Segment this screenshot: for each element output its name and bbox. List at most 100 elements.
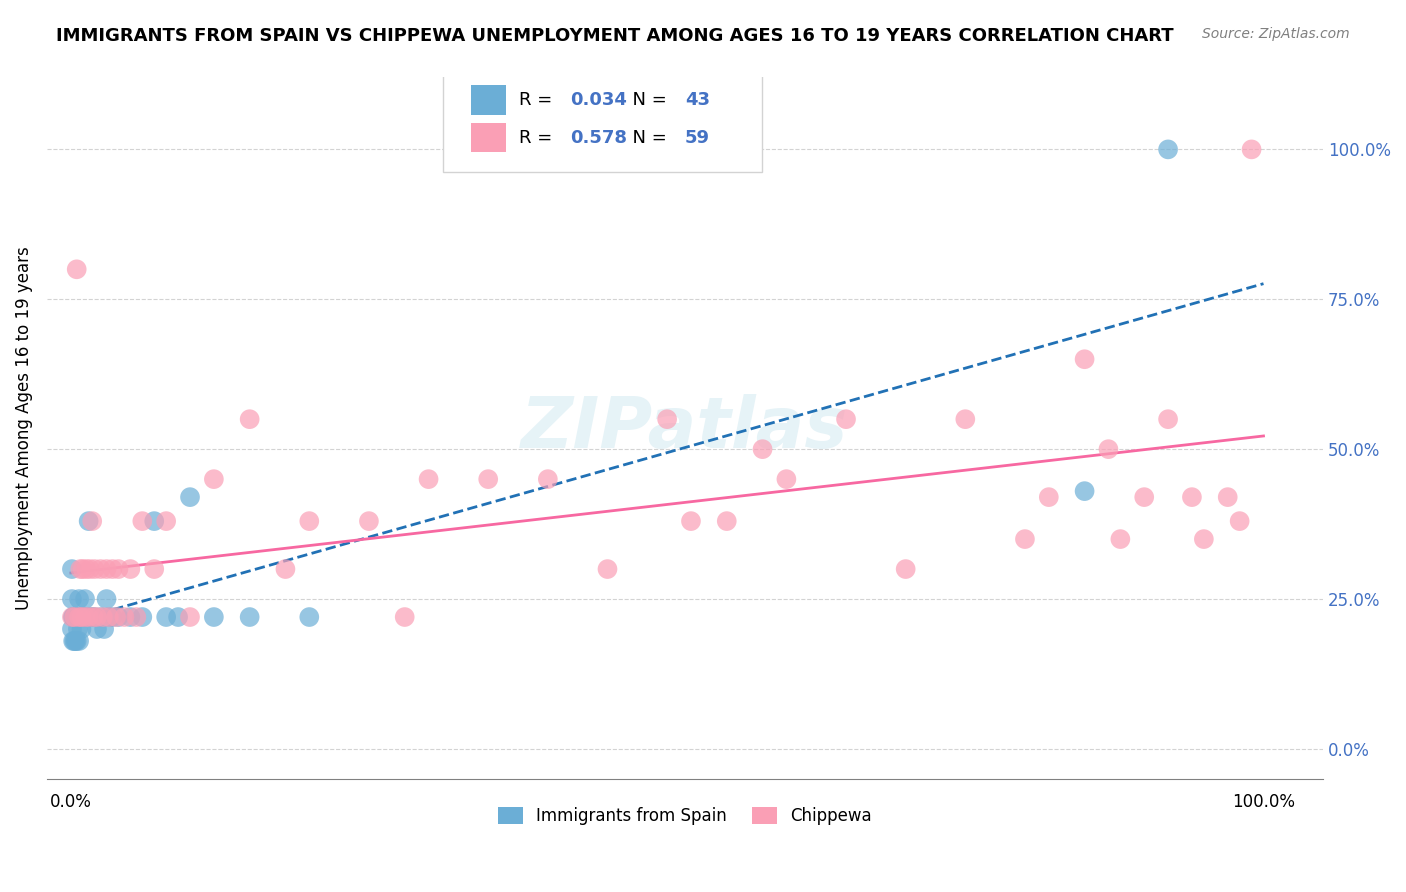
Text: N =: N = [621, 91, 672, 109]
Point [62, 634, 84, 648]
Point [167, 610, 190, 624]
Point [107, 562, 129, 576]
Point [86, 610, 108, 624]
Point [155, 610, 177, 624]
Point [1097, 442, 1119, 457]
Point [1216, 490, 1239, 504]
Point [716, 514, 738, 528]
Text: ZIPatlas: ZIPatlas [522, 393, 849, 463]
Point [69, 562, 91, 576]
Text: 43: 43 [685, 91, 710, 109]
Point [75, 610, 97, 624]
Point [66, 610, 89, 624]
Point [66, 610, 89, 624]
Point [125, 610, 148, 624]
Point [105, 610, 128, 624]
Point [394, 610, 416, 624]
Point [79, 562, 101, 576]
Point [131, 610, 153, 624]
Point [596, 562, 619, 576]
Point [65, 634, 87, 648]
Point [62, 610, 84, 624]
Point [1073, 484, 1095, 499]
Point [537, 472, 560, 486]
Point [77, 610, 100, 624]
Point [66, 262, 89, 277]
Point [1240, 142, 1263, 156]
Point [82, 610, 104, 624]
Point [179, 490, 201, 504]
Point [155, 514, 177, 528]
Text: 0.578: 0.578 [571, 128, 627, 147]
Point [60, 622, 83, 636]
Point [1109, 532, 1132, 546]
Point [1014, 532, 1036, 546]
Text: IMMIGRANTS FROM SPAIN VS CHIPPEWA UNEMPLOYMENT AMONG AGES 16 TO 19 YEARS CORRELA: IMMIGRANTS FROM SPAIN VS CHIPPEWA UNEMPL… [56, 27, 1174, 45]
Point [62, 610, 84, 624]
Point [83, 610, 105, 624]
FancyBboxPatch shape [471, 123, 506, 153]
Point [239, 412, 262, 426]
Y-axis label: Unemployment Among Ages 16 to 19 years: Unemployment Among Ages 16 to 19 years [15, 246, 32, 610]
Point [679, 514, 702, 528]
Point [298, 514, 321, 528]
Point [955, 412, 977, 426]
Point [73, 610, 96, 624]
Point [835, 412, 858, 426]
Text: Source: ZipAtlas.com: Source: ZipAtlas.com [1202, 27, 1350, 41]
Point [69, 610, 91, 624]
Point [357, 514, 380, 528]
Point [894, 562, 917, 576]
Point [1181, 490, 1204, 504]
Point [96, 592, 118, 607]
Point [143, 562, 166, 576]
Point [67, 610, 90, 624]
Point [75, 562, 97, 576]
Point [112, 610, 135, 624]
Point [82, 610, 104, 624]
Point [66, 634, 89, 648]
FancyBboxPatch shape [443, 63, 762, 172]
Point [1073, 352, 1095, 367]
Point [1038, 490, 1060, 504]
Point [60, 562, 83, 576]
Text: 59: 59 [685, 128, 710, 147]
Point [90, 562, 112, 576]
Point [202, 610, 225, 624]
Point [1229, 514, 1251, 528]
Point [131, 514, 153, 528]
Point [120, 562, 142, 576]
Legend: Immigrants from Spain, Chippewa: Immigrants from Spain, Chippewa [489, 799, 880, 834]
Point [60, 610, 83, 624]
Point [70, 610, 93, 624]
Point [96, 562, 118, 576]
Point [60, 592, 83, 607]
Text: R =: R = [519, 91, 558, 109]
Point [91, 610, 114, 624]
Point [67, 634, 90, 648]
Point [101, 610, 124, 624]
Point [63, 610, 86, 624]
Point [65, 610, 87, 624]
Point [418, 472, 440, 486]
Point [298, 610, 321, 624]
Point [1133, 490, 1156, 504]
Point [72, 610, 94, 624]
Point [73, 592, 96, 607]
Point [83, 562, 105, 576]
Point [63, 610, 86, 624]
Point [63, 634, 86, 648]
Point [93, 622, 115, 636]
Point [179, 610, 201, 624]
FancyBboxPatch shape [471, 85, 506, 114]
Point [101, 562, 124, 576]
Point [107, 610, 129, 624]
Point [1192, 532, 1215, 546]
Text: 0.034: 0.034 [571, 91, 627, 109]
Point [274, 562, 297, 576]
Point [97, 610, 120, 624]
Point [655, 412, 678, 426]
Point [120, 610, 142, 624]
Point [79, 610, 101, 624]
Point [202, 472, 225, 486]
